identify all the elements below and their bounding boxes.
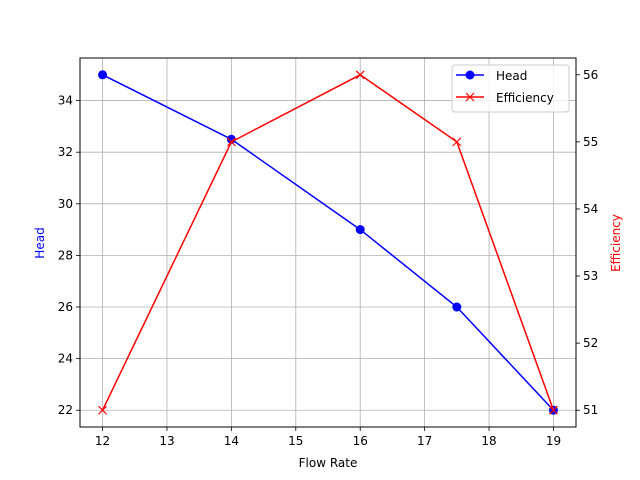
left-y-tick-label: 30	[58, 197, 73, 211]
series-layer	[98, 70, 558, 415]
data-point	[98, 70, 108, 80]
left-y-tick-label: 22	[58, 403, 73, 417]
data-point	[452, 137, 462, 147]
data-point	[226, 137, 236, 147]
data-point	[355, 70, 365, 80]
right-y-tick-label: 51	[583, 403, 598, 417]
left-y-axis-ticks: 22 24 26 28 30 32 34	[58, 94, 80, 417]
x-axis-ticks: 12 13 14 15 16 17 18 19	[95, 427, 561, 448]
left-y-tick-label: 26	[58, 300, 73, 314]
legend-box	[451, 64, 570, 113]
plot-frame	[79, 57, 577, 428]
x-tick-label: 17	[417, 434, 432, 448]
left-y-tick-label: 28	[58, 248, 73, 262]
data-point	[452, 302, 462, 312]
right-y-axis-label: Efficiency	[609, 214, 623, 272]
left-y-axis-label: Head	[33, 227, 47, 258]
x-tick-label: 18	[481, 434, 496, 448]
legend: Head Efficiency	[451, 64, 570, 113]
right-y-tick-label: 52	[583, 336, 598, 350]
right-y-axis-ticks: 51 52 53 54 55 56	[576, 68, 598, 417]
x-tick-label: 12	[95, 434, 110, 448]
series-efficiency	[98, 70, 558, 415]
data-point	[98, 405, 107, 415]
x-tick-label: 15	[288, 434, 303, 448]
x-marker-icon	[465, 92, 475, 102]
x-axis-label: Flow Rate	[299, 456, 358, 470]
right-y-tick-label: 54	[583, 202, 598, 216]
legend-label-head: Head	[496, 69, 527, 83]
left-y-tick-label: 32	[58, 145, 73, 159]
right-y-tick-label: 56	[583, 68, 598, 82]
x-tick-label: 14	[224, 434, 239, 448]
x-tick-label: 13	[159, 434, 174, 448]
right-y-tick-label: 53	[583, 269, 598, 283]
left-y-tick-label: 24	[58, 352, 73, 366]
data-point	[549, 405, 558, 415]
x-tick-label: 19	[546, 434, 561, 448]
circle-marker-icon	[465, 70, 475, 80]
legend-label-efficiency: Efficiency	[496, 91, 554, 105]
legend-entry-efficiency: Efficiency	[456, 91, 554, 105]
left-y-tick-label: 34	[58, 94, 73, 108]
data-point	[355, 225, 365, 235]
legend-entry-head: Head	[456, 69, 527, 83]
right-y-tick-label: 55	[583, 135, 598, 149]
x-tick-label: 16	[353, 434, 368, 448]
grid-lines	[80, 58, 576, 427]
